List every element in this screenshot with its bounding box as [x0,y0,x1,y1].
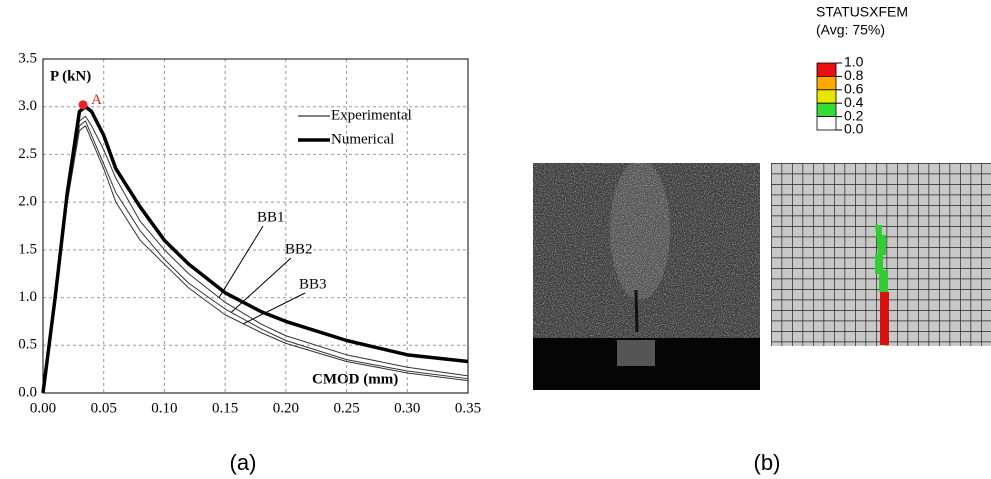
point-label: A [91,92,102,108]
panel-label: (a) [230,450,257,475]
contour-label: 0.4 [844,94,864,110]
x-tick-label: 0.10 [151,400,177,416]
x-tick-label: 0.00 [30,400,56,416]
photo [533,160,760,390]
legend-title: STATUSXFEM [816,4,908,20]
contour-label: 0.6 [844,81,864,97]
legend-label: Numerical [331,131,394,147]
y-tick-label: 1.5 [18,241,37,257]
series-label: BB3 [299,276,327,292]
y-tick-label: 0.0 [18,384,37,400]
series-label: BB2 [285,241,313,257]
x-tick-label: 0.20 [273,400,299,416]
legend-subtitle: (Avg: 75%) [816,22,885,38]
series-label: BB1 [257,209,285,225]
contour-swatch [816,89,837,104]
y-tick-label: 3.0 [18,98,37,114]
y-tick-label: 1.0 [18,289,37,305]
leader-line [230,257,292,313]
contour-label: 0.8 [844,67,864,83]
leader-line [218,225,264,298]
y-tick-label: 0.5 [18,337,37,353]
line [42,115,469,394]
x-tick-label: 0.35 [455,400,481,416]
plot-frame [42,58,469,394]
contour-label: 0.0 [844,121,864,137]
line [42,120,469,394]
mesh [771,163,991,346]
x-axis-label: CMOD (mm) [312,371,398,387]
contour-swatch [816,116,837,131]
contour-swatch [816,62,837,77]
panel-label: (b) [754,450,781,475]
contour-label: 0.2 [844,107,864,123]
line [41,104,469,394]
contour-swatch [816,102,837,117]
x-tick-label: 0.25 [333,400,359,416]
x-tick-label: 0.30 [394,400,420,416]
y-axis-label: P (kN) [50,68,91,84]
legend-label: Experimental [331,107,412,123]
y-tick-label: 3.5 [18,50,37,66]
x-tick-label: 0.05 [91,400,117,416]
y-tick-label: 2.5 [18,146,37,162]
leader-line [243,292,306,325]
y-tick-label: 2.0 [18,194,37,210]
contour-swatch [816,76,837,91]
x-tick-label: 0.15 [212,400,238,416]
point-marker [78,100,88,110]
contour-label: 1.0 [844,54,864,70]
line [42,125,469,394]
